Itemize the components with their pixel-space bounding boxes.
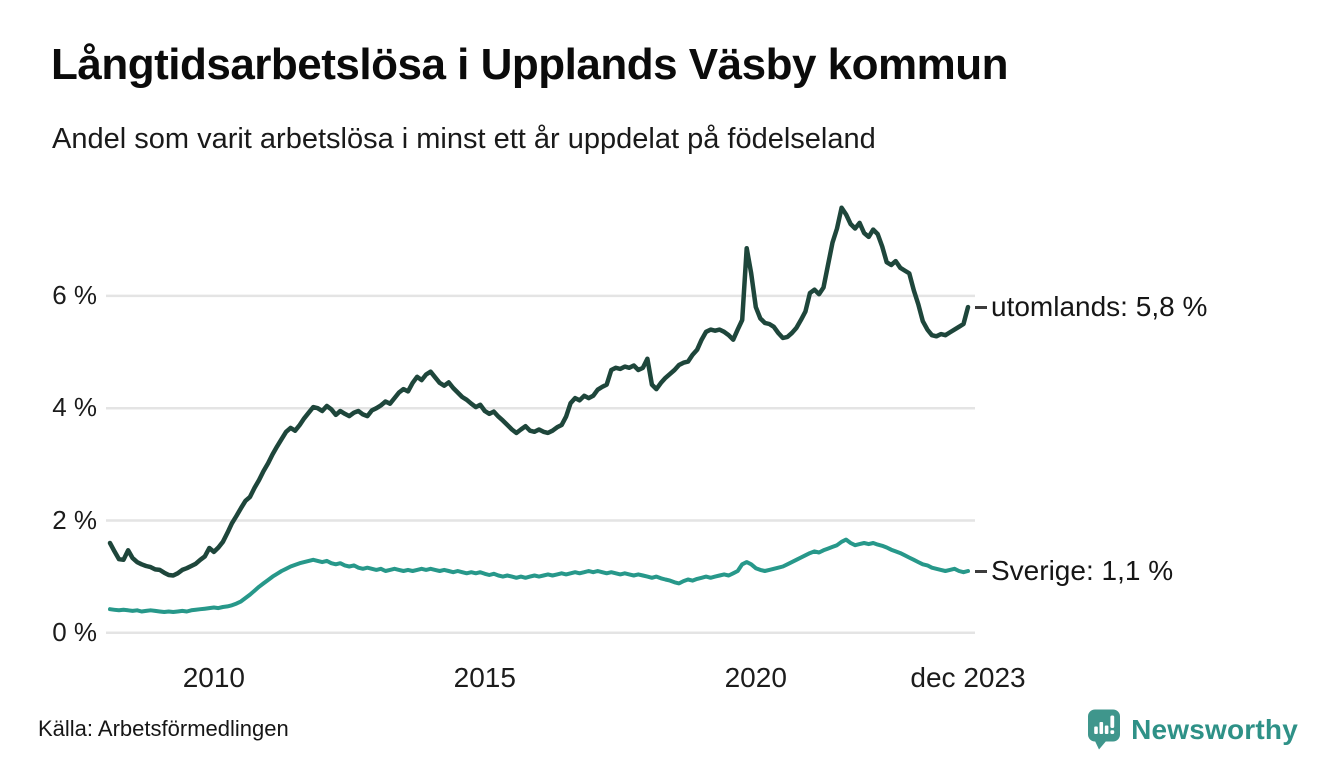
- source-note: Källa: Arbetsförmedlingen: [38, 716, 289, 741]
- series-line-utomlands: [107, 205, 971, 578]
- page-title: Långtidsarbetslösa i Upplands Väsby komm…: [51, 40, 1009, 89]
- series-label-sverige: Sverige: 1,1 %: [975, 553, 1173, 589]
- x-axis-label-dec-2023: dec 2023: [910, 662, 1026, 693]
- y-axis-label-0: 0 %: [52, 616, 97, 647]
- x-axis-label-2015: 2015: [453, 662, 516, 693]
- newsworthy-logo: Newsworthy: [1087, 709, 1298, 750]
- series-line-Sverige: [108, 537, 970, 614]
- x-axis-label-2020: 2020: [724, 662, 787, 693]
- y-axis-label-2: 2 %: [52, 504, 97, 535]
- y-axis-label-4: 4 %: [52, 392, 97, 423]
- y-axis-label-6: 6 %: [52, 279, 97, 310]
- series-label-sverige-text: Sverige: 1,1 %: [991, 555, 1174, 587]
- newsworthy-icon: [1088, 709, 1121, 750]
- series-label-utomlands: utomlands: 5,8 %: [975, 289, 1207, 325]
- newsworthy-wordmark: Newsworthy: [1131, 713, 1298, 745]
- page-subtitle: Andel som varit arbetslösa i minst ett å…: [52, 123, 876, 155]
- series-label-utomlands-text: utomlands: 5,8 %: [991, 291, 1208, 323]
- series-label-tick: [975, 569, 987, 573]
- series-label-tick: [975, 305, 987, 309]
- x-axis-label-2010: 2010: [182, 662, 246, 693]
